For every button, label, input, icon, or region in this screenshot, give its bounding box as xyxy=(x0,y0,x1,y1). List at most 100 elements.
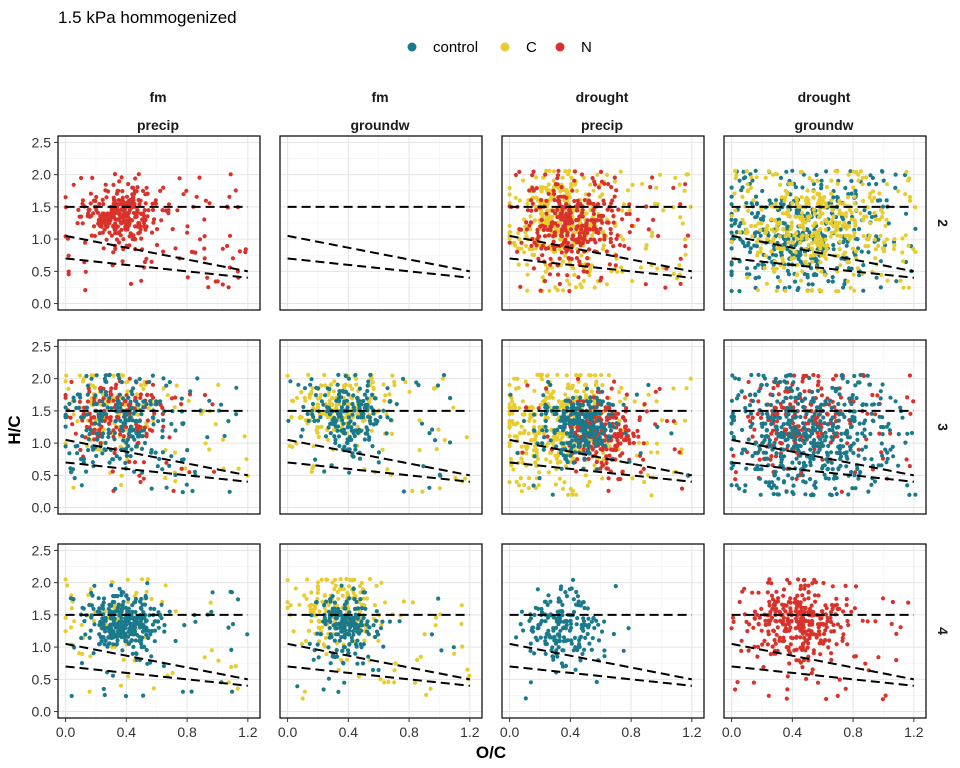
point-c xyxy=(769,239,774,244)
point-control xyxy=(564,398,570,403)
point-n xyxy=(558,214,563,219)
point-control xyxy=(857,421,862,426)
point-c xyxy=(570,492,575,497)
point-control xyxy=(838,456,843,462)
point-control xyxy=(357,406,362,411)
point-c xyxy=(546,182,551,187)
point-n xyxy=(608,227,613,232)
point-control xyxy=(785,268,791,274)
point-n xyxy=(140,188,146,193)
point-control xyxy=(879,441,884,446)
point-control xyxy=(607,402,613,407)
point-c xyxy=(537,372,542,377)
point-control xyxy=(67,451,72,456)
point-c xyxy=(854,169,859,175)
point-control xyxy=(844,464,849,469)
point-c xyxy=(560,288,566,293)
point-c xyxy=(799,210,805,215)
point-n xyxy=(586,456,591,461)
point-control xyxy=(849,178,854,184)
point-control xyxy=(746,240,751,246)
point-n xyxy=(650,175,655,180)
panel-r2-c3 xyxy=(501,135,705,311)
point-control xyxy=(125,437,130,442)
point-control xyxy=(768,402,774,408)
point-control xyxy=(336,434,342,439)
point-control xyxy=(890,444,895,449)
point-control xyxy=(806,282,811,287)
point-control xyxy=(185,448,190,453)
point-n xyxy=(529,243,534,248)
point-c xyxy=(173,450,178,455)
point-c xyxy=(885,182,890,187)
col-strip-2-line1: fm xyxy=(371,89,388,105)
point-c xyxy=(799,278,804,283)
point-n xyxy=(816,379,821,384)
point-c xyxy=(654,185,659,190)
point-c xyxy=(745,189,750,194)
point-n xyxy=(63,395,68,400)
point-control xyxy=(860,447,865,452)
legend-label-c: C xyxy=(526,39,537,56)
point-control xyxy=(778,379,783,385)
point-n xyxy=(228,172,233,177)
point-n xyxy=(100,211,105,216)
point-c xyxy=(517,431,523,436)
point-n xyxy=(572,237,577,242)
point-c xyxy=(901,259,906,264)
point-control xyxy=(767,255,772,260)
point-c xyxy=(119,473,124,478)
point-control xyxy=(887,428,893,433)
point-n xyxy=(596,185,602,190)
point-n xyxy=(149,230,155,235)
point-control xyxy=(540,441,545,446)
point-c xyxy=(872,195,877,200)
legend: control C N xyxy=(407,39,592,56)
point-n xyxy=(607,262,612,267)
point-control xyxy=(861,263,866,268)
point-n xyxy=(584,269,590,274)
point-c xyxy=(527,246,532,252)
point-n xyxy=(611,213,616,219)
point-c xyxy=(754,175,759,180)
point-control xyxy=(600,389,605,394)
point-control xyxy=(785,443,791,448)
point-c xyxy=(526,486,531,491)
point-control xyxy=(151,415,156,420)
point-n xyxy=(591,201,596,207)
point-control xyxy=(824,450,830,455)
point-n xyxy=(567,289,572,294)
point-c xyxy=(520,412,525,417)
point-control xyxy=(160,450,165,455)
point-control xyxy=(863,444,868,449)
point-c xyxy=(79,622,84,628)
point-c xyxy=(567,195,572,200)
panel-r2-c1 xyxy=(57,135,261,311)
point-c xyxy=(544,168,549,173)
point-n xyxy=(678,256,683,261)
point-control xyxy=(441,373,447,378)
point-c xyxy=(540,275,545,280)
point-n xyxy=(594,459,599,465)
point-control xyxy=(743,483,748,488)
reference-line-2 xyxy=(287,234,471,273)
point-c xyxy=(233,664,238,669)
point-control xyxy=(729,194,734,199)
point-c xyxy=(517,406,522,411)
point-control xyxy=(128,399,133,404)
point-c xyxy=(819,240,825,245)
point-control xyxy=(353,372,358,378)
point-control xyxy=(190,488,195,494)
point-control xyxy=(789,435,794,440)
point-c xyxy=(737,230,743,235)
point-n xyxy=(672,447,677,452)
point-c xyxy=(907,195,913,200)
point-c xyxy=(882,240,887,245)
point-control xyxy=(893,172,898,177)
point-control xyxy=(729,217,734,222)
point-n xyxy=(608,236,613,242)
point-c xyxy=(326,437,331,443)
point-c xyxy=(507,412,512,417)
point-c xyxy=(590,233,595,238)
point-n xyxy=(617,242,623,248)
